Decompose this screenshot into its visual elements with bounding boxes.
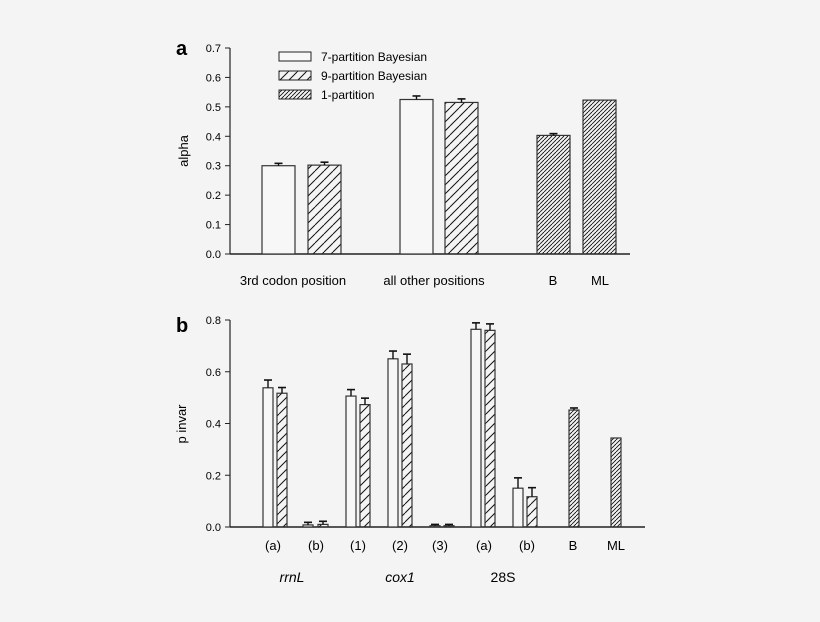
x-label-ml: ML bbox=[607, 538, 625, 553]
bars-b bbox=[262, 322, 622, 528]
legend-swatch-1-partition bbox=[278, 89, 312, 100]
y-tick-label: 0.5 bbox=[206, 102, 221, 114]
panel-letter-a: a bbox=[176, 38, 188, 60]
legend-swatch-7-partition bbox=[278, 51, 312, 62]
group-label-rrnl: rrnL bbox=[280, 569, 305, 585]
x-label-28s-a: (a) bbox=[476, 538, 492, 553]
group-label-cox1: cox1 bbox=[385, 569, 415, 585]
bar-9-partition bbox=[401, 363, 413, 528]
bar-9-partition bbox=[359, 404, 371, 528]
y-tick-label: 0.4 bbox=[206, 419, 221, 431]
y-axis-label-b: p invar bbox=[174, 404, 189, 444]
bar-9-partition bbox=[443, 525, 455, 528]
x-label-b: B bbox=[569, 538, 578, 553]
legend-swatch-9-partition bbox=[278, 70, 312, 81]
x-label-all-other: all other positions bbox=[383, 273, 485, 288]
group-label-28s: 28S bbox=[491, 569, 516, 585]
y-tick-label: 0.6 bbox=[206, 367, 221, 379]
x-labels-b: (a) (b) (1) (2) (3) (a) (b) B ML rrnL co… bbox=[265, 538, 625, 585]
bar-7-partition bbox=[387, 358, 399, 528]
x-label-cox1-3: (3) bbox=[432, 538, 448, 553]
bar-9-partition bbox=[276, 392, 288, 528]
x-label-cox1-2: (2) bbox=[392, 538, 408, 553]
y-ticks-b: 0.0 0.2 0.4 0.6 0.8 bbox=[206, 315, 230, 534]
bar-9-partition bbox=[526, 496, 538, 528]
bar-7-partition bbox=[470, 328, 482, 528]
x-label-28s-b: (b) bbox=[519, 538, 535, 553]
y-tick-label: 0.2 bbox=[206, 470, 221, 482]
bar-1-partition bbox=[610, 437, 622, 528]
bars-a bbox=[261, 95, 617, 255]
bar-1-partition bbox=[582, 99, 617, 255]
x-label-b: B bbox=[549, 273, 558, 288]
bar-9-partition bbox=[444, 101, 479, 255]
bar-9-partition bbox=[307, 164, 342, 255]
y-axis-label-a: alpha bbox=[176, 134, 191, 167]
y-tick-label: 0.0 bbox=[206, 522, 221, 534]
bar-7-partition bbox=[261, 165, 296, 255]
panel-letter-b: b bbox=[176, 315, 188, 337]
legend-label-9-partition: 9-partition Bayesian bbox=[321, 69, 427, 83]
bar-7-partition bbox=[399, 98, 434, 255]
y-tick-label: 0.0 bbox=[206, 249, 221, 261]
x-labels-a: 3rd codon position all other positions B… bbox=[240, 273, 609, 288]
x-label-3rd-codon: 3rd codon position bbox=[240, 273, 346, 288]
y-tick-label: 0.4 bbox=[206, 131, 221, 143]
y-tick-label: 0.8 bbox=[206, 315, 221, 327]
legend-label-1-partition: 1-partition bbox=[321, 88, 374, 102]
y-tick-label: 0.2 bbox=[206, 190, 221, 202]
x-label-rrnl-b: (b) bbox=[308, 538, 324, 553]
y-tick-label: 0.7 bbox=[206, 43, 221, 55]
bar-1-partition bbox=[568, 409, 580, 528]
bar-7-partition bbox=[345, 395, 357, 528]
x-label-ml: ML bbox=[591, 273, 609, 288]
bar-7-partition bbox=[302, 524, 314, 528]
bar-7-partition bbox=[262, 387, 274, 528]
panel-a: a 0.0 0.1 0.2 0.3 0.4 0.5 0.6 0.7 alpha 7-parti… bbox=[176, 38, 630, 288]
legend: 7-partition Bayesian 9-partition Bayesia… bbox=[278, 50, 427, 102]
bar-1-partition bbox=[536, 134, 571, 255]
x-label-rrnl-a: (a) bbox=[265, 538, 281, 553]
legend-label-7-partition: 7-partition Bayesian bbox=[321, 50, 427, 64]
x-label-cox1-1: (1) bbox=[350, 538, 366, 553]
y-tick-label: 0.1 bbox=[206, 220, 221, 232]
bar-7-partition bbox=[429, 525, 441, 528]
panel-b: b 0.0 0.2 0.4 0.6 0.8 p invar (a) (b) (1) (2… bbox=[174, 315, 645, 585]
bar-7-partition bbox=[512, 487, 524, 528]
bar-9-partition bbox=[484, 329, 496, 528]
y-tick-label: 0.3 bbox=[206, 161, 221, 173]
y-tick-label: 0.6 bbox=[206, 72, 221, 84]
bar-9-partition bbox=[317, 523, 329, 528]
y-ticks-a: 0.0 0.1 0.2 0.3 0.4 0.5 0.6 0.7 bbox=[206, 43, 230, 261]
